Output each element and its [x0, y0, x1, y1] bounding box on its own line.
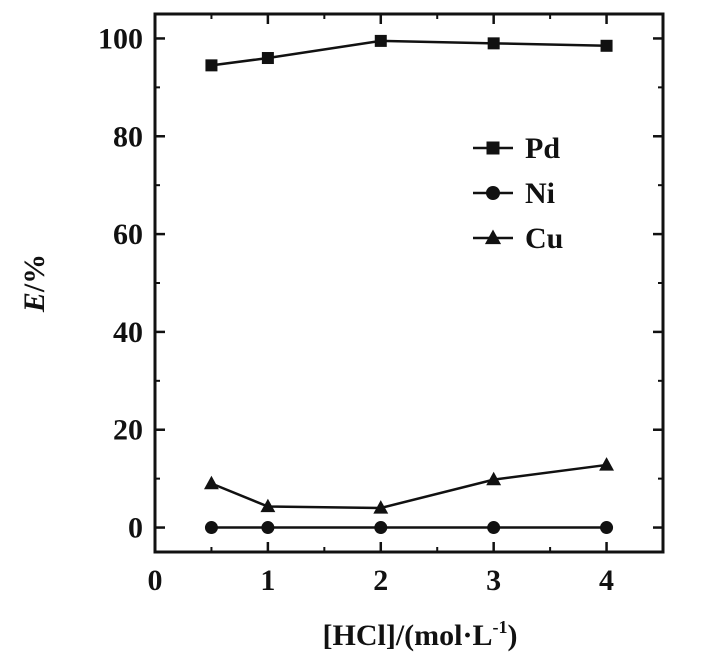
y-tick-label: 0 [128, 512, 143, 545]
x-tick-label: 1 [260, 564, 275, 597]
data-point-ni [204, 521, 218, 535]
y-axis-title: E/% [18, 254, 51, 313]
data-point-ni [600, 521, 614, 535]
plot-frame [153, 12, 665, 554]
data-point-pd [205, 59, 218, 72]
data-point-pd [261, 52, 274, 65]
data-point-cu [599, 457, 614, 471]
data-point-cu [204, 475, 219, 490]
series-pd [205, 34, 613, 72]
series-cu [204, 457, 614, 514]
legend-marker-ni [486, 186, 500, 200]
y-tick-label: 20 [113, 414, 143, 447]
data-point-pd [487, 37, 500, 50]
x-axis-title: [HCl]/(mol·L-1) [323, 617, 518, 652]
y-tick-label: 60 [113, 218, 143, 251]
series-ni [204, 521, 614, 535]
legend-label: Ni [525, 177, 555, 210]
y-tick-label: 100 [98, 22, 143, 55]
data-point-ni [261, 521, 275, 535]
legend-marker-pd [486, 141, 500, 155]
legend-label: Pd [525, 132, 560, 165]
data-point-ni [374, 521, 388, 535]
y-tick-label: 80 [113, 120, 143, 153]
y-tick-label: 40 [113, 316, 143, 349]
data-point-pd [600, 39, 613, 52]
legend: Pd Ni Cu [473, 132, 563, 255]
legend-item-pd: Pd [473, 132, 560, 165]
data-point-cu [373, 500, 389, 514]
data-point-ni [487, 521, 501, 535]
legend-item-ni: Ni [473, 177, 555, 210]
x-tick-label: 3 [486, 564, 501, 597]
series-line-cu [210, 463, 607, 510]
x-tick-label: 2 [373, 564, 388, 597]
data-point-cu [260, 498, 276, 513]
legend-marker-cu [484, 229, 502, 245]
data-point-pd [374, 34, 387, 47]
data-point-cu [486, 471, 502, 486]
x-tick-label: 0 [148, 564, 163, 597]
x-tick-label: 4 [599, 564, 614, 597]
series-layer [204, 34, 614, 535]
legend-label: Cu [525, 222, 563, 255]
legend-item-cu: Cu [473, 222, 563, 255]
